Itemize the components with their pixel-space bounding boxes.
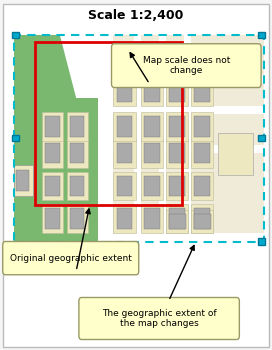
Bar [117, 176, 132, 196]
Bar [144, 116, 160, 136]
Bar [67, 204, 88, 233]
Bar [141, 172, 163, 200]
Text: The geographic extent of
the map changes: The geographic extent of the map changes [102, 309, 217, 328]
Bar [70, 143, 84, 163]
Bar [67, 172, 88, 200]
Bar [113, 112, 136, 141]
Bar [191, 204, 213, 233]
Bar [42, 172, 63, 200]
Bar [166, 112, 188, 141]
Bar [144, 208, 160, 229]
Bar [194, 116, 210, 136]
Bar [45, 176, 60, 196]
Bar [169, 176, 185, 196]
Bar [45, 208, 60, 229]
Bar [166, 172, 188, 200]
Bar [218, 133, 253, 175]
Bar [194, 143, 210, 163]
Bar [113, 233, 264, 241]
Bar [113, 172, 136, 200]
Bar [113, 106, 264, 114]
FancyBboxPatch shape [112, 44, 261, 88]
FancyBboxPatch shape [3, 4, 269, 346]
Bar [169, 214, 186, 229]
Bar [117, 143, 132, 163]
Bar [117, 208, 132, 229]
Bar [169, 143, 185, 163]
Bar [166, 210, 188, 233]
Bar [42, 112, 63, 141]
Bar [194, 208, 210, 229]
Bar [166, 204, 188, 233]
Bar [191, 210, 213, 233]
Bar [194, 176, 210, 196]
Bar [258, 238, 265, 245]
Bar [144, 176, 160, 196]
Bar [141, 204, 163, 233]
Bar [113, 145, 264, 153]
Bar [14, 35, 264, 242]
Text: Scale 1:2,400: Scale 1:2,400 [88, 9, 184, 22]
Bar [169, 208, 185, 229]
Bar [144, 143, 160, 163]
Bar [113, 139, 136, 168]
Bar [134, 35, 141, 242]
Bar [70, 116, 84, 136]
Bar [14, 35, 103, 242]
Bar [258, 135, 265, 141]
Bar [12, 32, 19, 38]
Bar [141, 112, 163, 141]
Text: Original geographic extent: Original geographic extent [10, 254, 132, 262]
Bar [67, 112, 88, 141]
Bar [117, 82, 132, 102]
Bar [166, 139, 188, 168]
FancyBboxPatch shape [79, 298, 239, 340]
Bar [45, 143, 60, 163]
Bar [194, 214, 211, 229]
Bar [14, 164, 33, 196]
Bar [194, 82, 210, 102]
Bar [141, 77, 163, 106]
Text: Map scale does not
change: Map scale does not change [143, 56, 230, 75]
Bar [14, 35, 264, 242]
Bar [16, 170, 29, 191]
Bar [117, 116, 132, 136]
Bar [184, 35, 191, 242]
Bar [191, 139, 213, 168]
Bar [70, 208, 84, 229]
Bar [191, 112, 213, 141]
Bar [45, 116, 60, 136]
Bar [141, 139, 163, 168]
Polygon shape [60, 35, 103, 98]
Bar [70, 176, 84, 196]
Bar [42, 139, 63, 168]
Bar [159, 35, 166, 242]
Bar [258, 32, 265, 38]
Bar [191, 172, 213, 200]
Bar [113, 204, 136, 233]
Bar [42, 204, 63, 233]
Bar [98, 35, 113, 242]
Bar [12, 135, 19, 141]
Bar [169, 82, 185, 102]
Bar [169, 116, 185, 136]
Bar [113, 77, 136, 106]
Bar [144, 82, 160, 102]
Bar [35, 42, 182, 205]
FancyBboxPatch shape [3, 241, 139, 275]
Bar [113, 75, 264, 83]
Bar [191, 77, 213, 106]
Bar [166, 77, 188, 106]
Bar [67, 139, 88, 168]
